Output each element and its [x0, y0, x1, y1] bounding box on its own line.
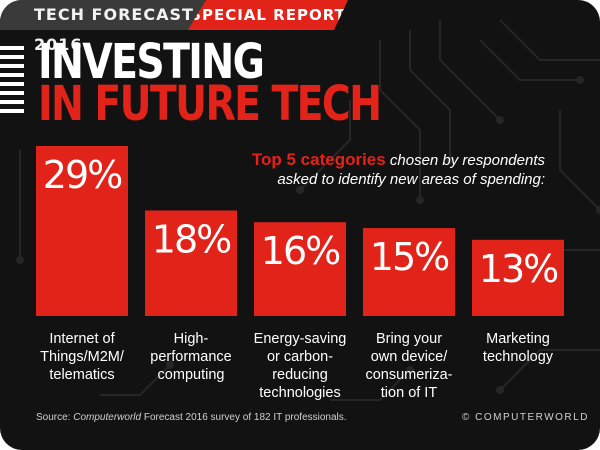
banner-series-label: TECH FORECAST 2016 — [0, 0, 205, 54]
copyright-credit: © COMPUTERWORLD — [462, 412, 589, 423]
bar-value-label-1: 29% — [43, 153, 122, 197]
bar-value-label-4: 15% — [370, 235, 449, 279]
category-label-3: Energy-saving or carbon-reducing technolog… — [240, 330, 360, 402]
category-label-line: tion of IT — [380, 385, 438, 401]
category-label-line: High- — [173, 331, 209, 347]
category-label-line: Marketing — [486, 331, 550, 347]
stripe-decoration — [0, 46, 24, 113]
title-line-1: INVESTING — [38, 34, 265, 90]
bar-5 — [472, 239, 564, 316]
chart-subtitle: Top 5 categories chosen by respondents a… — [200, 150, 545, 189]
category-label-line: Energy-saving — [253, 331, 347, 347]
category-label-line: or carbon- — [266, 349, 334, 365]
subtitle-highlight: Top 5 categories — [251, 150, 386, 169]
bar-2 — [145, 210, 237, 316]
category-label-line: telematics — [49, 367, 115, 383]
source-note: Source: Computerworld Forecast 2016 surv… — [36, 412, 347, 423]
category-label-line: technologies — [259, 385, 341, 401]
category-label-line: technology — [482, 349, 554, 365]
subtitle-line-2: asked to identify new areas of spending: — [277, 171, 545, 188]
category-label-line: computing — [157, 367, 225, 383]
category-label-line: reducing — [272, 367, 328, 383]
bar-3 — [254, 222, 346, 316]
source-suffix: Forecast 2016 survey of 182 IT professio… — [141, 412, 347, 423]
bar-value-label-3: 16% — [261, 229, 340, 273]
bar-1 — [36, 146, 128, 316]
category-label-line: Internet of — [49, 331, 115, 347]
category-label-line: own device/ — [370, 349, 448, 365]
source-prefix: Source: — [36, 412, 74, 423]
bar-value-label-2: 18% — [152, 217, 231, 261]
title-line-2: IN FUTURE TECH — [38, 76, 382, 132]
source-publication: Computerworld — [73, 412, 142, 423]
category-label-1: Internet of Things/M2M/telematics — [22, 330, 142, 384]
bar-value-label-5: 13% — [479, 247, 558, 291]
category-label-5: Marketing technology — [458, 330, 578, 366]
category-label-4: Bring your own device/consumeriza-tion of… — [349, 330, 469, 402]
banner-report-label: SPECIAL REPORT — [188, 0, 348, 30]
top-banner: TECH FORECAST 2016 SPECIAL REPORT — [0, 0, 600, 54]
category-label-line: Bring your — [375, 331, 443, 347]
category-label-2: High-performance computing — [131, 330, 251, 384]
subtitle-rest: chosen by respondents — [389, 152, 545, 169]
bar-4 — [363, 228, 455, 316]
category-label-line: performance — [150, 349, 232, 365]
category-label-line: Things/M2M/ — [40, 349, 124, 365]
category-label-line: consumeriza- — [365, 367, 453, 383]
